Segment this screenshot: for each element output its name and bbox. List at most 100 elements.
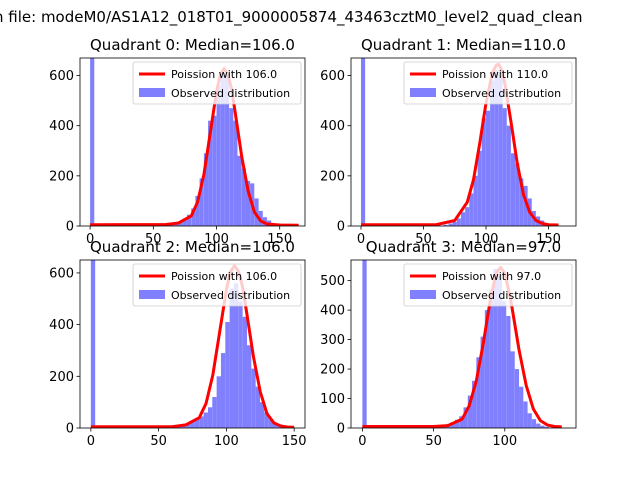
legend-poisson-label: Poission with 97.0: [442, 270, 541, 283]
histogram-bar: [523, 401, 528, 428]
quadrant-2-axes: 0 50 100 150 0 200 400 600 Quadrant 2: Median=10…: [49, 238, 306, 449]
histogram-bar: [220, 73, 225, 226]
quadrant-1-legend: Poission with 110.0 Observed distribution: [403, 61, 573, 105]
histogram-bar: [216, 85, 221, 226]
x-tick-label: 150: [536, 232, 561, 247]
histogram-bar: [511, 153, 516, 226]
y-tick-label: 0: [337, 422, 345, 437]
histogram-bar: [531, 419, 537, 428]
histogram-bar: [465, 207, 470, 226]
histogram-bar: [216, 376, 221, 428]
x-tick-label: 100: [474, 232, 499, 247]
histogram-bar: [212, 396, 217, 428]
y-tick-label: 200: [49, 169, 74, 184]
legend-observed-label: Observed distribution: [442, 87, 561, 100]
histogram-bar: [519, 178, 524, 226]
histogram-bar: [208, 120, 213, 226]
histogram-bar: [268, 418, 274, 428]
histogram-bar: [536, 423, 541, 428]
quadrant-1-axes: 0 50 100 150 0 200 400 600 Quadrant 1: Median=11…: [320, 36, 577, 247]
histogram-bar: [480, 336, 485, 428]
x-tick-label: 50: [145, 232, 162, 247]
histogram-bar: [456, 218, 461, 226]
histogram-bar: [510, 351, 515, 428]
x-tick-label: 50: [415, 232, 432, 247]
histogram-bar: [194, 418, 200, 428]
histogram-bar: [454, 419, 460, 428]
quadrant-1-title: Quadrant 1: Median=110.0: [361, 36, 566, 54]
histogram-bar: [203, 153, 209, 226]
histogram-bar: [186, 214, 192, 226]
quadrant-3-axes: 0 50 100 0 100 200 300 400 500 Quadrant 3: Median…: [320, 238, 577, 449]
y-tick-label: 400: [320, 304, 345, 319]
y-tick-label: 300: [320, 333, 345, 348]
y-tick-label: 200: [320, 363, 345, 378]
x-tick-label: 0: [357, 232, 365, 247]
histogram-bar: [190, 421, 195, 428]
histogram-bar: [203, 412, 208, 428]
y-tick-label: 200: [49, 370, 74, 385]
histogram-bar: [254, 198, 259, 226]
histogram-bar: [494, 70, 499, 226]
legend-observed-label: Observed distribution: [171, 87, 290, 100]
histogram-bar: [178, 221, 183, 226]
histogram-bar: [514, 369, 520, 428]
histogram-bar: [490, 80, 495, 226]
legend-box: [132, 61, 302, 105]
x-tick-label: 100: [214, 434, 239, 449]
histogram-bar: [489, 289, 494, 428]
y-tick-label: 200: [320, 169, 345, 184]
histogram-bar: [233, 283, 239, 428]
histogram-bar: [540, 425, 545, 428]
histogram-bar: [361, 58, 366, 226]
x-tick-label: 100: [204, 232, 229, 247]
histogram-bar: [225, 322, 230, 428]
quadrant-0-legend: Poission with 106.0 Observed distribution: [132, 61, 302, 105]
histogram-bar: [469, 193, 474, 226]
histogram-bar: [233, 120, 238, 226]
y-tick-label: 400: [49, 119, 74, 134]
quadrant-0-plot-area: [90, 58, 299, 226]
histogram-bar: [191, 208, 196, 226]
histogram-bar: [459, 416, 464, 428]
legend-observed-swatch: [410, 88, 436, 97]
quadrant-2-frame: [79, 259, 306, 429]
histogram-bar: [199, 178, 204, 226]
y-tick-label: 600: [320, 69, 345, 84]
histogram-bar: [523, 185, 528, 226]
legend-box: [403, 61, 573, 105]
histogram-bar: [220, 353, 226, 428]
y-tick-label: 500: [320, 274, 345, 289]
x-tick-label: 50: [150, 434, 167, 449]
histogram-bar: [255, 386, 260, 428]
histogram-bar: [199, 416, 204, 428]
histogram-bar: [246, 345, 252, 428]
x-tick-label: 150: [267, 232, 292, 247]
histogram-bar: [90, 260, 96, 428]
histogram-bar: [461, 212, 466, 226]
legend-box: [403, 263, 573, 307]
histogram-bar: [506, 316, 511, 428]
histogram-bar: [229, 288, 234, 428]
histogram-bar: [452, 221, 457, 226]
histogram-bar: [484, 310, 490, 428]
histogram-bar: [506, 125, 511, 226]
histogram-bar: [493, 268, 498, 428]
histogram-bar: [207, 407, 213, 428]
quadrant-0-axes: 0 50 100 150 0 200 400 600 Quadrant 0: Median=10…: [49, 36, 306, 247]
suptitle-text: n file: modeM0/AS1A12_018T01_9000005874_…: [0, 8, 583, 26]
y-tick-label: 0: [66, 220, 74, 235]
histogram-bar: [362, 260, 367, 428]
legend-poisson-label: Poission with 110.0: [442, 68, 548, 81]
histogram-bar: [477, 150, 482, 226]
y-tick-label: 0: [337, 220, 345, 235]
histogram-bar: [273, 423, 278, 428]
legend-observed-label: Observed distribution: [442, 289, 561, 302]
y-tick-label: 0: [66, 422, 74, 437]
figure-suptitle: n file: modeM0/AS1A12_018T01_9000005874_…: [0, 4, 640, 28]
histogram-bar: [229, 108, 234, 226]
quadrant-3-title: Quadrant 3: Median=97.0: [366, 238, 561, 256]
quadrant-2-title: Quadrant 2: Median=106.0: [90, 238, 295, 256]
